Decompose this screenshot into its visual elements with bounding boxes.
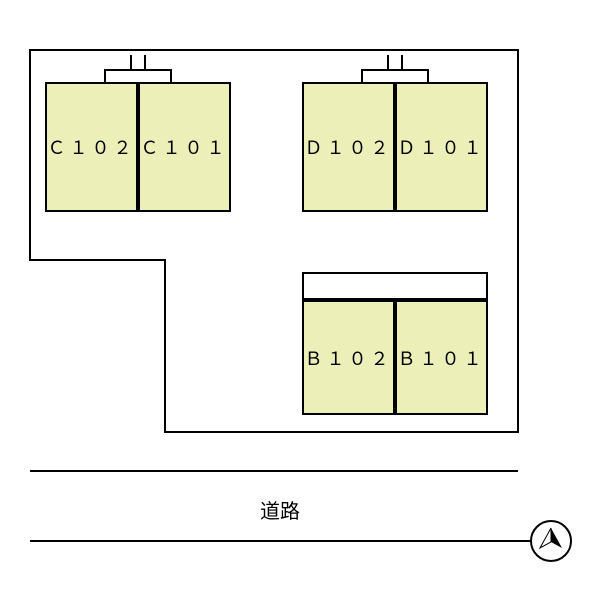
compass-icon [530,520,572,562]
unit-b101: Ｂ１０１ [395,300,488,415]
road-line-bottom [30,540,570,542]
unit-c102: Ｃ１０２ [45,82,138,212]
site-plan: Ｃ１０２ Ｃ１０１ Ｄ１０２ Ｄ１０１ Ｂ１０２ Ｂ１０１ 道路 [0,0,600,600]
unit-d101: Ｄ１０１ [395,82,488,212]
unit-c101: Ｃ１０１ [138,82,231,212]
unit-d102: Ｄ１０２ [302,82,395,212]
unit-label: Ｄ１０２ [305,134,393,160]
unit-label: Ｃ１０２ [48,134,136,160]
unit-b102: Ｂ１０２ [302,300,395,415]
unit-label: Ｂ１０１ [398,345,486,371]
unit-label: Ｄ１０１ [398,134,486,160]
road-label: 道路 [260,495,300,524]
road-line-top [30,470,518,472]
awning-b [302,272,488,300]
unit-label: Ｂ１０２ [305,345,393,371]
unit-label: Ｃ１０１ [141,134,229,160]
